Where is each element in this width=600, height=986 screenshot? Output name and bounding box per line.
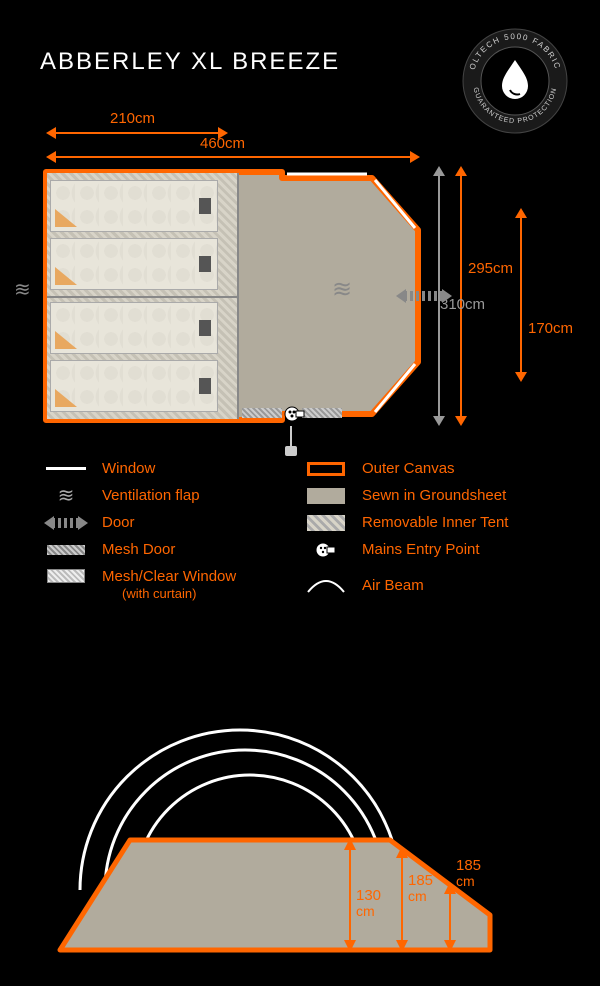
- legend-label: Mesh Door: [102, 541, 175, 558]
- elev-h3: 185: [456, 857, 481, 874]
- bed-2: [50, 238, 218, 290]
- fabric-badge: OLTECH 5000 FABRIC GUARANTEED PROTECTION: [460, 26, 570, 136]
- dim-label-170: 170cm: [528, 320, 573, 337]
- legend-label: Air Beam: [362, 577, 424, 594]
- legend-groundsheet: Sewn in Groundsheet: [304, 487, 554, 504]
- legend: Window Outer Canvas ≋ Ventilation flap S…: [44, 460, 554, 612]
- elev-u2: cm: [408, 888, 427, 904]
- legend-mesh-window: Mesh/Clear Window(with curtain): [44, 568, 304, 602]
- legend-mains: Mains Entry Point: [304, 541, 554, 558]
- elev-u3: cm: [456, 873, 475, 889]
- legend-window: Window: [44, 460, 304, 477]
- legend-label: Window: [102, 460, 155, 477]
- bed-3: [50, 302, 218, 354]
- legend-label: Door: [102, 514, 135, 531]
- page-title: ABBERLEY XL BREEZE: [40, 48, 340, 76]
- dim-arrow-460: [48, 156, 418, 158]
- legend-door: Door: [44, 514, 304, 531]
- dim-label-210: 210cm: [110, 110, 155, 127]
- dim-label-295: 295cm: [468, 260, 513, 277]
- dim-arrow-210: [48, 132, 226, 134]
- bed-1: [50, 180, 218, 232]
- legend-label: Mains Entry Point: [362, 541, 480, 558]
- legend-label: Outer Canvas: [362, 460, 455, 477]
- mains-entry-icon: [282, 402, 302, 422]
- elev-h2: 185: [408, 872, 433, 889]
- elevation-diagram: 130 cm 185 cm 185 cm: [50, 660, 490, 960]
- legend-vent: ≋ Ventilation flap: [44, 487, 304, 504]
- legend-label: Removable Inner Tent: [362, 514, 508, 531]
- legend-label: Mesh/Clear Window(with curtain): [102, 568, 236, 602]
- mesh-door-bottom-2: [302, 408, 342, 418]
- bed-4: [50, 360, 218, 412]
- dim-label-460: 460cm: [200, 135, 245, 152]
- elev-u1: cm: [356, 903, 375, 919]
- dim-arrow-170: [520, 210, 522, 380]
- zipper-pull-icon: [285, 446, 297, 456]
- legend-inner-tent: Removable Inner Tent: [304, 514, 554, 531]
- legend-label: Ventilation flap: [102, 487, 200, 504]
- legend-outer-canvas: Outer Canvas: [304, 460, 554, 477]
- legend-airbeam: Air Beam: [304, 568, 554, 602]
- floorplan-diagram: ≋ ≋: [42, 168, 422, 424]
- mesh-door-bottom-1: [242, 408, 282, 418]
- vent-icon-left: ≋: [14, 286, 31, 294]
- vent-icon-center: ≋: [332, 286, 352, 294]
- legend-mesh-door: Mesh Door: [44, 541, 304, 558]
- zipper-icon: [290, 426, 292, 448]
- elev-h1: 130: [356, 887, 381, 904]
- door-icon-right: [404, 291, 444, 301]
- legend-label: Sewn in Groundsheet: [362, 487, 506, 504]
